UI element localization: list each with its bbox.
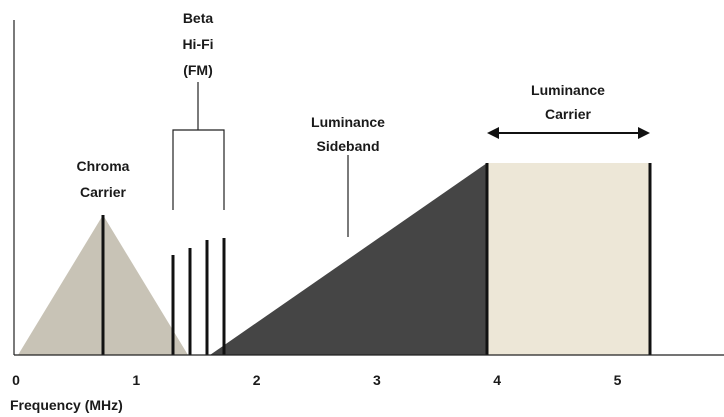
- luminance-sideband: [210, 163, 487, 355]
- beta-carriers: [171, 238, 226, 355]
- chroma-label: Carrier: [80, 184, 126, 200]
- x-tick-label: 0: [12, 372, 20, 388]
- beta-label: Beta: [183, 10, 214, 26]
- axis-label: Frequency (MHz): [10, 397, 123, 413]
- carrier-arrow: [487, 127, 650, 139]
- sideband-label: Luminance: [311, 114, 385, 130]
- beta-bracket: [172, 82, 225, 210]
- chroma-label: Chroma: [77, 158, 130, 174]
- x-tick-label: 3: [373, 372, 381, 388]
- luminance-carrier-band: [487, 163, 650, 355]
- beta-label: (FM): [183, 62, 213, 78]
- carrier-label: Carrier: [545, 106, 591, 122]
- x-tick-label: 4: [493, 372, 501, 388]
- x-tick-label: 2: [253, 372, 261, 388]
- sideband-label: Sideband: [316, 138, 379, 154]
- x-tick-label: 5: [614, 372, 622, 388]
- x-tick-label: 1: [132, 372, 140, 388]
- carrier-label: Luminance: [531, 82, 605, 98]
- beta-label: Hi-Fi: [182, 36, 213, 52]
